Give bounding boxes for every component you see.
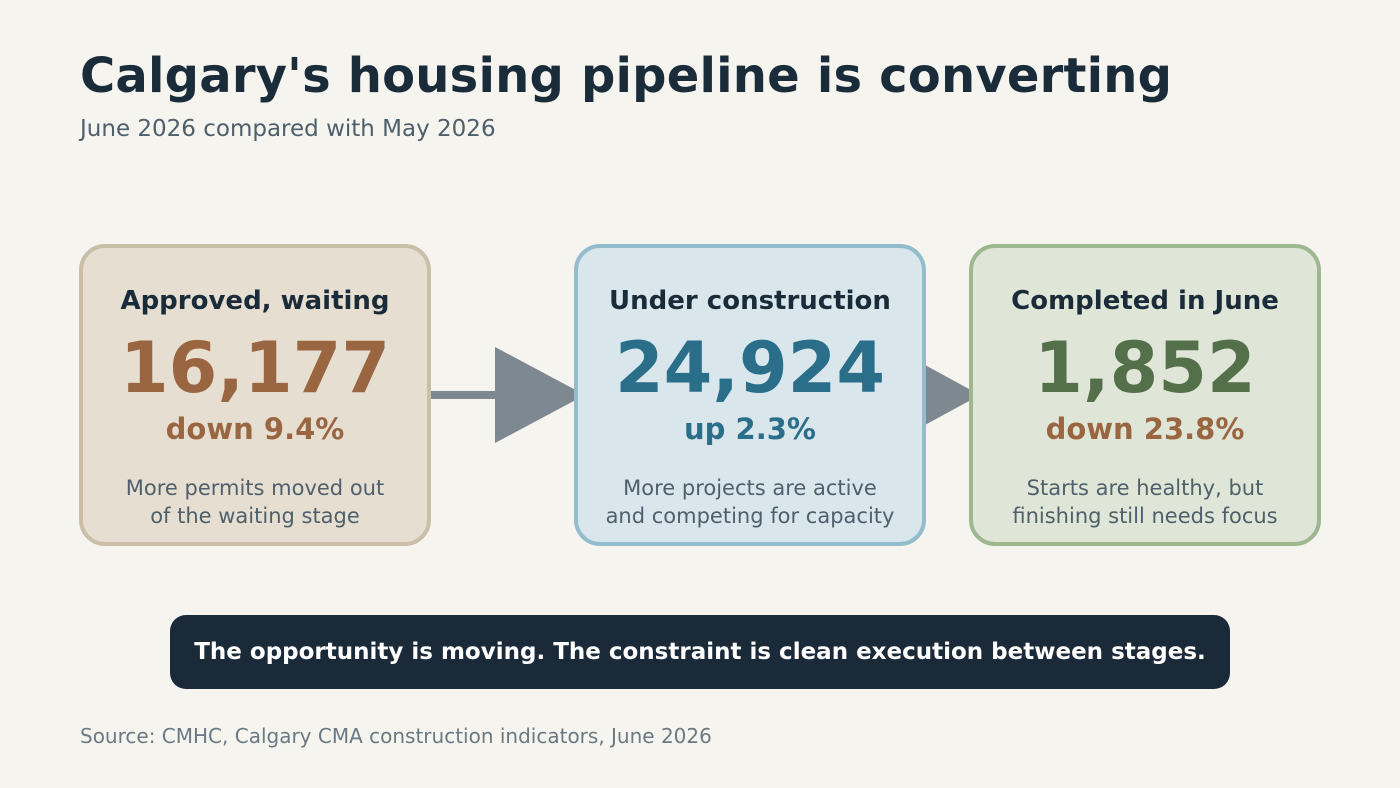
stage-note-line: of the waiting stage xyxy=(150,504,360,528)
stage-change: down 9.4% xyxy=(165,412,345,446)
stage-value: 24,924 xyxy=(614,327,886,409)
stage-value: 16,177 xyxy=(119,327,391,409)
stage-note-line: and competing for capacity xyxy=(605,504,895,528)
stage-card-under-construction: Under construction 24,924 up 2.3% More p… xyxy=(574,244,926,546)
flow-arrow-2 xyxy=(925,365,980,425)
stage-note-line: More projects are active xyxy=(623,476,877,500)
stage-card-approved: Approved, waiting 16,177 down 9.4% More … xyxy=(79,244,431,546)
stage-note: Starts are healthy, but finishing still … xyxy=(973,474,1317,530)
stage-note: More projects are active and competing f… xyxy=(578,474,922,530)
takeaway-banner: The opportunity is moving. The constrain… xyxy=(170,615,1230,689)
stage-heading: Approved, waiting xyxy=(120,286,390,316)
stage-note: More permits moved out of the waiting st… xyxy=(83,474,427,530)
page-subtitle: June 2026 compared with May 2026 xyxy=(80,116,496,142)
stage-heading: Completed in June xyxy=(1011,286,1279,316)
source-note: Source: CMHC, Calgary CMA construction i… xyxy=(80,724,712,748)
page-title: Calgary's housing pipeline is converting xyxy=(80,48,1173,104)
stage-note-line: Starts are healthy, but xyxy=(1026,476,1264,500)
stage-change: up 2.3% xyxy=(684,412,816,446)
stage-value: 1,852 xyxy=(1034,327,1256,409)
stage-change: down 23.8% xyxy=(1045,412,1245,446)
flow-arrow-1 xyxy=(420,347,585,443)
stage-heading: Under construction xyxy=(609,286,891,316)
stage-note-line: finishing still needs focus xyxy=(1012,504,1278,528)
stage-card-completed: Completed in June 1,852 down 23.8% Start… xyxy=(969,244,1321,546)
stage-note-line: More permits moved out xyxy=(125,476,385,500)
